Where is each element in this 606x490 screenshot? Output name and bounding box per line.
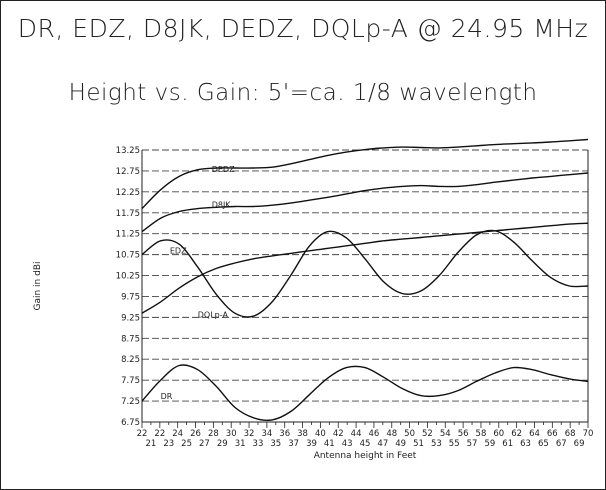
x-tick-label-bottom: 29 <box>217 439 228 449</box>
y-tick-label: 12.75 <box>116 167 140 177</box>
y-tick-label: 11.25 <box>116 230 140 240</box>
chart-subtitle: Height vs. Gain: 5'=ca. 1/8 wavelength <box>68 80 538 106</box>
x-tick-label-top: 68 <box>565 429 576 439</box>
x-tick-label-top: 36 <box>279 429 290 439</box>
x-tick-label-top: 54 <box>440 429 451 439</box>
x-tick-label-top: 66 <box>547 429 558 439</box>
x-tick-label-bottom: 55 <box>449 439 460 449</box>
y-tick-label: 9.25 <box>121 313 140 323</box>
x-tick-label-bottom: 47 <box>377 439 388 449</box>
x-tick-label-top: 62 <box>511 429 522 439</box>
x-tick-label-bottom: 27 <box>199 439 210 449</box>
x-tick-label-top: 22 <box>154 429 165 439</box>
x-tick-label-top: 30 <box>226 429 237 439</box>
x-tick-label-top: 42 <box>333 429 344 439</box>
x-tick-label-top: 52 <box>422 429 433 439</box>
x-tick-label-top: 40 <box>315 429 326 439</box>
x-tick-label-bottom: 35 <box>270 439 281 449</box>
x-tick-label-bottom: 51 <box>413 439 424 449</box>
x-tick-label-top: 38 <box>297 429 308 439</box>
x-tick-label-top: 22 <box>137 429 148 439</box>
x-tick-label-top: 26 <box>190 429 201 439</box>
y-tick-label: 10.75 <box>116 251 140 261</box>
series-label-dr: DR <box>161 392 173 401</box>
x-tick-label-bottom: 59 <box>484 439 495 449</box>
series-line-d8jk <box>141 172 589 233</box>
x-tick-label-bottom: 63 <box>520 439 531 449</box>
x-tick-label-bottom: 31 <box>235 439 246 449</box>
y-tick-label: 7.75 <box>121 376 140 386</box>
x-tick-label-top: 60 <box>493 429 504 439</box>
series-label-d8jk: D8JK <box>212 200 232 209</box>
y-tick-label: 11.75 <box>116 209 140 219</box>
x-tick-label-bottom: 45 <box>360 439 371 449</box>
x-tick-label-top: 50 <box>404 429 415 439</box>
x-tick-label-top: 44 <box>351 429 362 439</box>
x-tick-label-bottom: 57 <box>467 439 478 449</box>
x-tick-label-bottom: 67 <box>556 439 567 449</box>
x-tick-label-bottom: 69 <box>574 439 585 449</box>
x-tick-label-top: 34 <box>261 429 272 439</box>
y-tick-label: 8.25 <box>121 355 140 365</box>
y-tick-label: 8.75 <box>121 334 140 344</box>
x-tick-label-top: 56 <box>458 429 469 439</box>
x-tick-label-bottom: 23 <box>163 439 174 449</box>
x-tick-label-top: 48 <box>386 429 397 439</box>
x-tick-label-bottom: 53 <box>431 439 442 449</box>
y-tick-label: 7.25 <box>121 397 140 407</box>
x-tick-label-bottom: 43 <box>342 439 353 449</box>
x-tick-label-top: 58 <box>476 429 487 439</box>
x-tick-label-top: 64 <box>529 429 540 439</box>
x-tick-label-top: 24 <box>172 429 183 439</box>
y-tick-label: 6.75 <box>121 418 140 428</box>
x-tick-label-bottom: 25 <box>181 439 192 449</box>
x-axis-label: Antenna height in Feet <box>314 451 417 461</box>
x-tick-label-bottom: 37 <box>288 439 299 449</box>
series-label-dqlp-a: DQLp-A <box>198 310 229 319</box>
x-tick-label-bottom: 49 <box>395 439 406 449</box>
x-tick-label-bottom: 21 <box>146 439 157 449</box>
series-labels: DEDZ D8JK EDZ DQLp-A DR <box>161 165 235 401</box>
series-line-dr <box>141 364 589 422</box>
y-tick-labels: 13.25 12.75 12.25 11.75 11.25 10.75 10.25 9.75 9… <box>116 146 140 428</box>
x-tick-label-top: 32 <box>244 429 255 439</box>
y-tick-label: 10.25 <box>116 272 140 282</box>
x-tick-label-top: 70 <box>583 429 594 439</box>
y-tick-label: 9.75 <box>121 292 140 302</box>
y-tick-label: 12.25 <box>116 188 140 198</box>
series-line-dedz <box>141 138 589 210</box>
chart-title: DR, EDZ, D8JK, DEDZ, DQLp-A @ 24.95 MHz <box>17 14 589 43</box>
y-axis-label: Gain in dBi <box>33 261 43 310</box>
x-tick-label-bottom: 65 <box>538 439 549 449</box>
series-lines <box>141 138 589 422</box>
series-label-dedz: DEDZ <box>212 165 235 174</box>
x-tick-label-bottom: 41 <box>324 439 335 449</box>
x-tick-label-bottom: 39 <box>306 439 317 449</box>
x-ticks: 22 22 24 26 28 30 32 34 36 38 40 42 44 46 48 50 52 54 56 58… <box>137 422 594 449</box>
x-tick-label-bottom: 33 <box>253 439 264 449</box>
x-tick-label-bottom: 61 <box>502 439 513 449</box>
series-line-dqlp-a <box>141 222 589 314</box>
x-tick-label-top: 28 <box>208 429 219 439</box>
y-tick-label: 13.25 <box>116 146 140 156</box>
x-tick-label-top: 46 <box>369 429 380 439</box>
series-line-edz <box>141 229 589 318</box>
series-label-edz: EDZ <box>170 246 187 255</box>
